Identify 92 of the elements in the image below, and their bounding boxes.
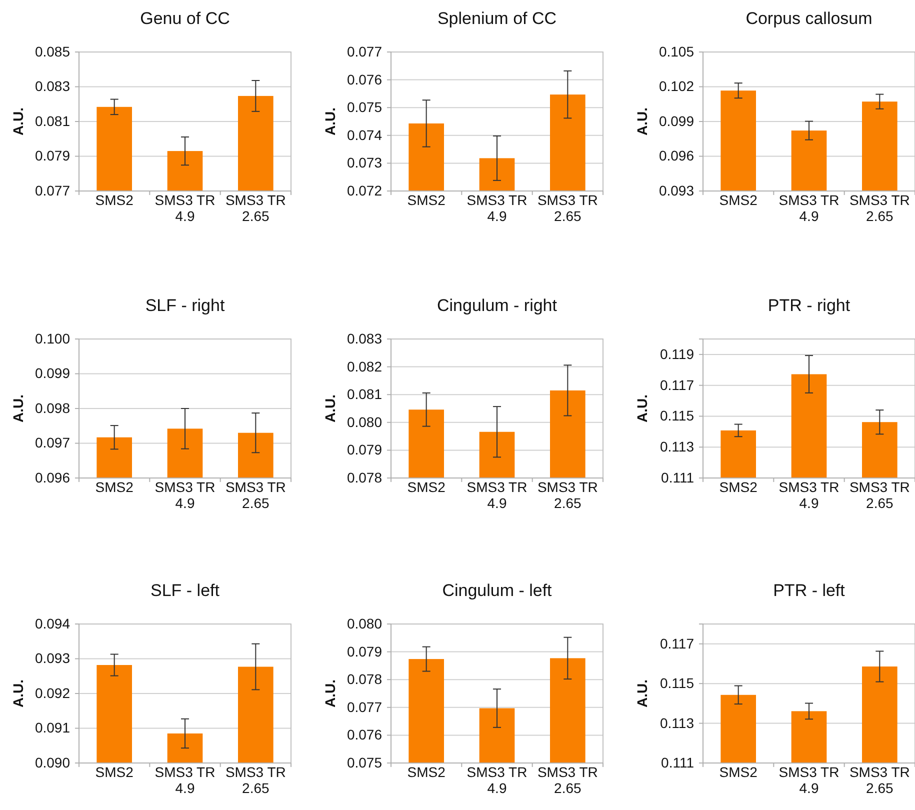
x-tick-label: SMS2	[95, 192, 134, 208]
x-tick-label: SMS3 TR 4.9	[154, 479, 216, 512]
y-tick-label: 0.080	[346, 414, 382, 430]
y-tick-label: 0.078	[346, 671, 382, 688]
y-tick-label: 0.092	[34, 684, 70, 701]
y-tick-label: 0.080	[346, 615, 382, 632]
y-axis-title: A.U.	[10, 108, 26, 136]
y-tick-label: 0.096	[34, 469, 70, 486]
x-tick-label: SMS3 TR 4.9	[778, 479, 840, 512]
y-tick-label: 0.079	[34, 148, 70, 164]
x-tick-label: SMS2	[719, 479, 758, 495]
x-tick-label: SMS3 TR 2.65	[849, 192, 910, 224]
y-tick-label: 0.075	[346, 754, 382, 770]
x-tick-label: SMS3 TR 4.9	[466, 479, 528, 512]
y-tick-label: 0.090	[34, 754, 70, 770]
y-tick-label: 0.096	[658, 148, 694, 164]
y-tick-label: 0.077	[346, 43, 382, 60]
y-tick-label: 0.091	[34, 720, 70, 736]
y-tick-label: 0.111	[661, 469, 694, 486]
y-axis-title: A.U.	[10, 680, 26, 708]
y-tick-label: 0.098	[34, 400, 70, 416]
y-tick-label: 0.113	[660, 714, 694, 731]
chart-title: SLF - right	[145, 296, 225, 315]
y-tick-label: 0.099	[658, 112, 694, 129]
x-tick-label: SMS2	[407, 192, 446, 208]
x-tick-label: SMS3 TR 2.65	[849, 764, 910, 796]
x-tick-label: SMS3 TR 4.9	[778, 764, 840, 796]
y-tick-label: 0.083	[346, 330, 382, 346]
y-tick-label: 0.081	[346, 386, 382, 402]
y-tick-label: 0.075	[346, 99, 382, 116]
y-tick-label: 0.113	[660, 438, 694, 455]
y-tick-label: 0.115	[660, 408, 694, 424]
x-tick-label: SMS2	[95, 479, 134, 495]
x-tick-label: SMS2	[95, 764, 134, 780]
y-tick-label: 0.111	[661, 754, 694, 770]
x-tick-label: SMS3 TR 2.65	[225, 192, 286, 224]
x-tick-label: SMS3 TR 4.9	[778, 192, 840, 224]
x-tick-label: SMS2	[719, 192, 758, 208]
x-tick-label: SMS2	[407, 764, 446, 780]
x-tick-label: SMS3 TR 2.65	[849, 479, 910, 512]
x-tick-label: SMS3 TR 2.65	[225, 479, 286, 512]
y-tick-label: 0.099	[34, 365, 70, 382]
y-tick-label: 0.074	[346, 126, 382, 143]
chart-title: Splenium of CC	[437, 9, 557, 28]
x-tick-label: SMS3 TR 4.9	[466, 764, 528, 796]
y-tick-label: 0.094	[34, 615, 70, 632]
y-tick-label: 0.119	[660, 346, 694, 362]
y-axis-title: A.U.	[634, 108, 650, 136]
x-tick-label: SMS3 TR 4.9	[466, 192, 528, 224]
x-tick-label: SMS3 TR 2.65	[225, 764, 286, 796]
y-tick-label: 0.081	[34, 112, 70, 129]
y-tick-label: 0.102	[658, 78, 694, 94]
y-tick-label: 0.105	[658, 43, 694, 60]
y-tick-label: 0.097	[34, 434, 70, 451]
y-tick-label: 0.100	[34, 330, 70, 346]
x-tick-label: SMS2	[719, 764, 758, 780]
y-axis-title: A.U.	[634, 680, 650, 708]
y-axis-title: A.U.	[10, 394, 26, 422]
y-tick-label: 0.077	[346, 698, 382, 715]
y-tick-label: 0.117	[660, 376, 694, 393]
y-tick-label: 0.072	[346, 182, 382, 198]
y-tick-label: 0.082	[346, 358, 382, 374]
y-tick-label: 0.093	[34, 650, 70, 666]
y-tick-label: 0.076	[346, 726, 382, 743]
x-tick-label: SMS3 TR 4.9	[154, 764, 216, 796]
x-tick-label: SMS3 TR 2.65	[537, 764, 598, 796]
x-tick-label: SMS3 TR 2.65	[537, 479, 598, 512]
chart-title: PTR - left	[773, 581, 846, 600]
y-axis-title: A.U.	[634, 394, 650, 422]
chart-title: Cingulum - left	[442, 581, 552, 600]
y-tick-label: 0.085	[34, 43, 70, 60]
y-tick-label: 0.078	[346, 469, 382, 486]
y-axis-title: A.U.	[322, 108, 338, 136]
y-tick-label: 0.083	[34, 78, 70, 94]
x-tick-label: SMS2	[407, 479, 446, 495]
y-tick-label: 0.117	[660, 635, 694, 652]
chart-title: Cingulum - right	[437, 296, 558, 315]
y-tick-label: 0.073	[346, 154, 382, 171]
y-tick-label: 0.115	[660, 675, 694, 692]
chart-title: PTR - right	[768, 296, 850, 315]
y-tick-label: 0.077	[34, 182, 70, 198]
x-tick-label: SMS3 TR 4.9	[154, 192, 216, 224]
y-axis-title: A.U.	[322, 680, 338, 708]
y-tick-label: 0.076	[346, 71, 382, 88]
chart-title: Corpus callosum	[746, 9, 872, 28]
x-tick-label: SMS3 TR 2.65	[537, 192, 598, 224]
y-tick-label: 0.079	[346, 442, 382, 458]
y-tick-label: 0.079	[346, 643, 382, 660]
y-axis-title: A.U.	[322, 394, 338, 422]
y-tick-label: 0.093	[658, 182, 694, 198]
chart-title: Genu of CC	[140, 9, 230, 28]
chart-title: SLF - left	[150, 581, 220, 600]
